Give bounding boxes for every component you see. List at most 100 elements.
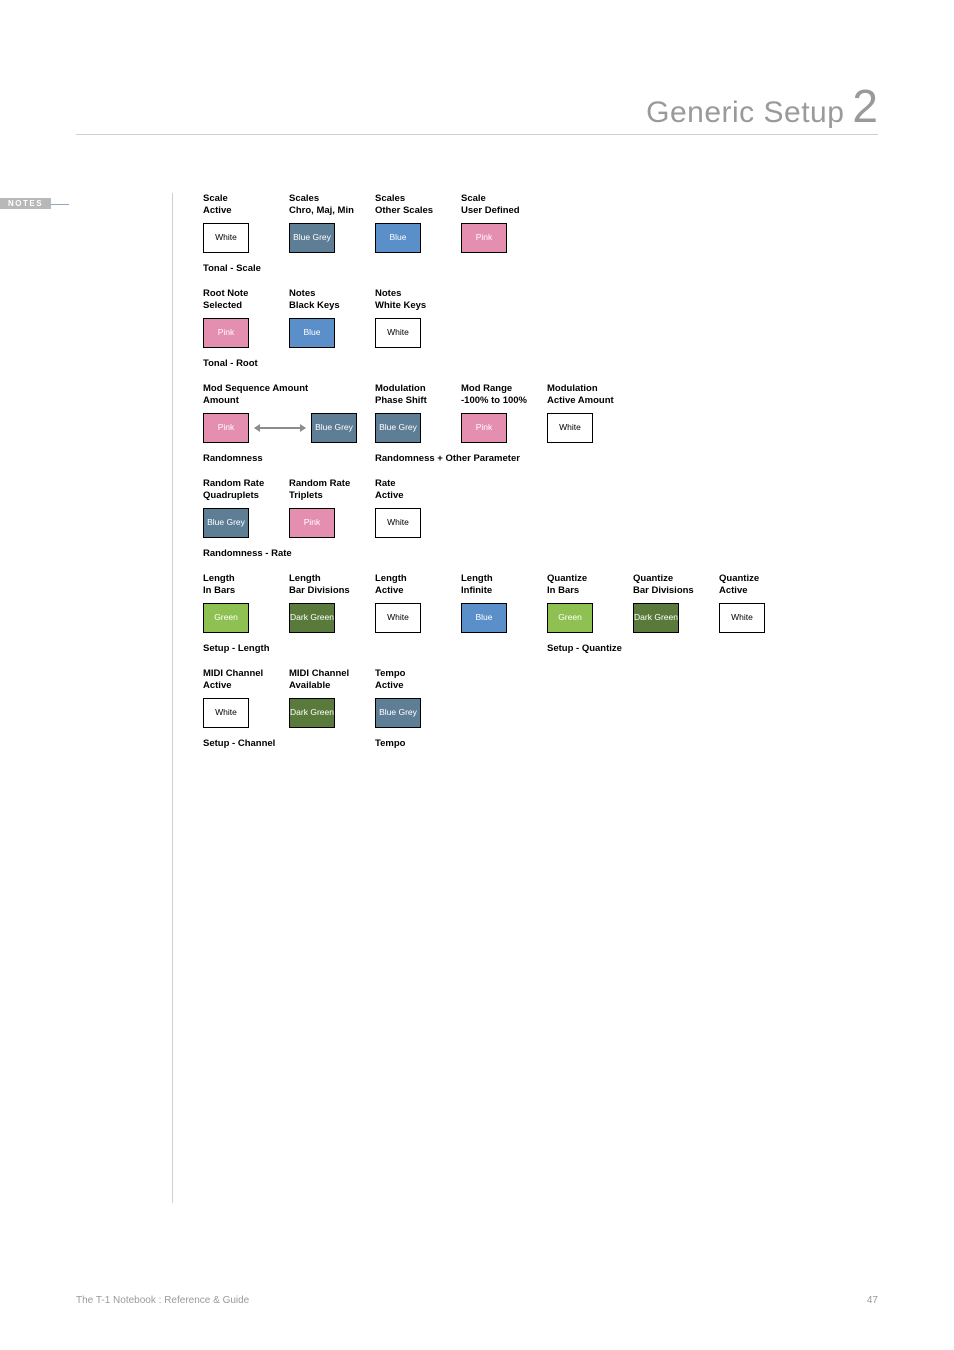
section: Tonal - Scale <box>203 263 529 274</box>
color-swatch-dark_green: Dark Green <box>289 698 335 728</box>
color-swatch-blue_grey: Blue Grey <box>289 223 335 253</box>
cell: Length Active White <box>375 573 443 639</box>
group: Root Note Selected Pink Notes Black Keys Bl… <box>203 288 878 369</box>
row: MIDI Channel Active White MIDI Channel Ava… <box>203 668 878 734</box>
cell-label: Tempo Active <box>375 668 443 692</box>
page-footer: The T-1 Notebook : Reference & Guide 47 <box>76 1295 878 1306</box>
section-labels: Tonal - Scale <box>203 263 878 274</box>
section: Randomness + Other Parameter <box>375 453 615 464</box>
cell: Mod Sequence Amount Amount Pink Blue Grey <box>203 383 357 449</box>
group: Length In Bars Green Length Bar DivisionsD… <box>203 573 878 654</box>
cell: Random Rate Triplets Pink <box>289 478 357 544</box>
cell: Notes Black Keys Blue <box>289 288 357 354</box>
cell: Quantize ActiveWhite <box>719 573 787 639</box>
section-label: Tonal - Root <box>203 358 264 369</box>
color-swatch-pink: Pink <box>203 318 249 348</box>
cell: Tempo Active Blue Grey <box>375 668 443 734</box>
cell-label: Notes White Keys <box>375 288 443 312</box>
color-swatch-dark_green: Dark Green <box>633 603 679 633</box>
cell-label: Quantize In Bars <box>547 573 615 597</box>
cell-label: Length In Bars <box>203 573 271 597</box>
color-swatch-white: White <box>375 603 421 633</box>
section-label: Tempo <box>375 738 411 749</box>
row: Length In Bars Green Length Bar DivisionsD… <box>203 573 878 639</box>
header-title: Generic Setup <box>646 96 844 130</box>
cell-label: MIDI Channel Active <box>203 668 271 692</box>
color-swatch-blue: Blue <box>461 603 507 633</box>
cell-label: Scale User Defined <box>461 193 529 217</box>
section: Setup - Length <box>203 643 529 654</box>
cell-label: Rate Active <box>375 478 443 502</box>
color-swatch-pink: Pink <box>461 413 507 443</box>
group: MIDI Channel Active White MIDI Channel Ava… <box>203 668 878 749</box>
cell: Rate Active White <box>375 478 443 544</box>
cell: Random Rate Quadruplets Blue Grey <box>203 478 271 544</box>
cell: Mod Range -100% to 100%Pink <box>461 383 529 449</box>
section-label: Randomness + Other Parameter <box>375 453 526 464</box>
section: Randomness <box>203 453 357 464</box>
cell: Scale Active White <box>203 193 271 259</box>
cell-label: MIDI Channel Available <box>289 668 357 692</box>
color-swatch-white: White <box>719 603 765 633</box>
cell: MIDI Channel Active White <box>203 668 271 734</box>
cell-label: Scales Chro, Maj, Min <box>289 193 357 217</box>
cell: Quantize Bar Divisions Dark Green <box>633 573 701 639</box>
group: Mod Sequence Amount AmountPinkBlue GreyM… <box>203 383 878 464</box>
notes-tag: NOTES <box>0 198 51 209</box>
color-swatch-blue_grey: Blue Grey <box>311 413 357 443</box>
color-swatch-blue_grey: Blue Grey <box>375 698 421 728</box>
bidirectional-arrow-icon <box>255 427 305 429</box>
section: Setup - Channel <box>203 738 357 749</box>
cell: MIDI Channel Available Dark Green <box>289 668 357 734</box>
cell-label: Root Note Selected <box>203 288 271 312</box>
section-label: Setup - Length <box>203 643 276 654</box>
page: Generic Setup 2 NOTES Scale ActiveWhiteS… <box>0 0 954 1350</box>
section-labels: Setup - Channel Tempo <box>203 738 878 749</box>
cell: Scales Chro, Maj, Min Blue Grey <box>289 193 357 259</box>
section: Tempo <box>375 738 443 749</box>
section-labels: Randomness - Rate <box>203 548 878 559</box>
color-swatch-white: White <box>203 698 249 728</box>
cell-label: Mod Sequence Amount Amount <box>203 383 357 407</box>
color-swatch-green: Green <box>203 603 249 633</box>
cell: Length InfiniteBlue <box>461 573 529 639</box>
swatch-pair: Pink Blue Grey <box>203 413 357 443</box>
header-chapter-number: 2 <box>852 86 878 127</box>
section-labels: Randomness Randomness + Other Parameter <box>203 453 878 464</box>
body-columns: NOTES Scale ActiveWhiteScales Chro, Maj,… <box>76 193 878 1203</box>
section-labels: Setup - Length Setup - Quantize <box>203 643 878 654</box>
cell: Modulation Active AmountWhite <box>547 383 615 449</box>
cell-label: Quantize Bar Divisions <box>633 573 701 597</box>
section-label: Setup - Quantize <box>547 643 628 654</box>
color-swatch-pink: Pink <box>203 413 249 443</box>
section: Tonal - Root <box>203 358 443 369</box>
section-label: Randomness <box>203 453 269 464</box>
cell: Length Bar DivisionsDark Green <box>289 573 357 639</box>
section: Setup - Quantize <box>547 643 787 654</box>
cell: Scales Other Scales Blue <box>375 193 443 259</box>
cell-label: Length Active <box>375 573 443 597</box>
cell-label: Random Rate Triplets <box>289 478 357 502</box>
section-labels: Tonal - Root <box>203 358 878 369</box>
page-header: Generic Setup 2 <box>76 86 878 135</box>
cell-label: Scale Active <box>203 193 271 217</box>
footer-page-number: 47 <box>867 1295 878 1306</box>
section-label: Setup - Channel <box>203 738 281 749</box>
color-swatch-pink: Pink <box>289 508 335 538</box>
color-swatch-pink: Pink <box>461 223 507 253</box>
color-swatch-blue_grey: Blue Grey <box>375 413 421 443</box>
color-swatch-blue: Blue <box>289 318 335 348</box>
color-swatch-white: White <box>203 223 249 253</box>
cell-label: Random Rate Quadruplets <box>203 478 271 502</box>
notes-column: NOTES <box>0 193 173 1203</box>
cell-label: Scales Other Scales <box>375 193 443 217</box>
cell-label: Modulation Active Amount <box>547 383 615 407</box>
cell-label: Notes Black Keys <box>289 288 357 312</box>
color-swatch-blue: Blue <box>375 223 421 253</box>
group: Scale Active White Scales Chro, Maj, Min Bl… <box>203 193 878 274</box>
cell: Length In Bars Green <box>203 573 271 639</box>
color-swatch-white: White <box>375 318 421 348</box>
color-swatch-blue_grey: Blue Grey <box>203 508 249 538</box>
color-swatch-white: White <box>375 508 421 538</box>
cell: Scale User Defined Pink <box>461 193 529 259</box>
